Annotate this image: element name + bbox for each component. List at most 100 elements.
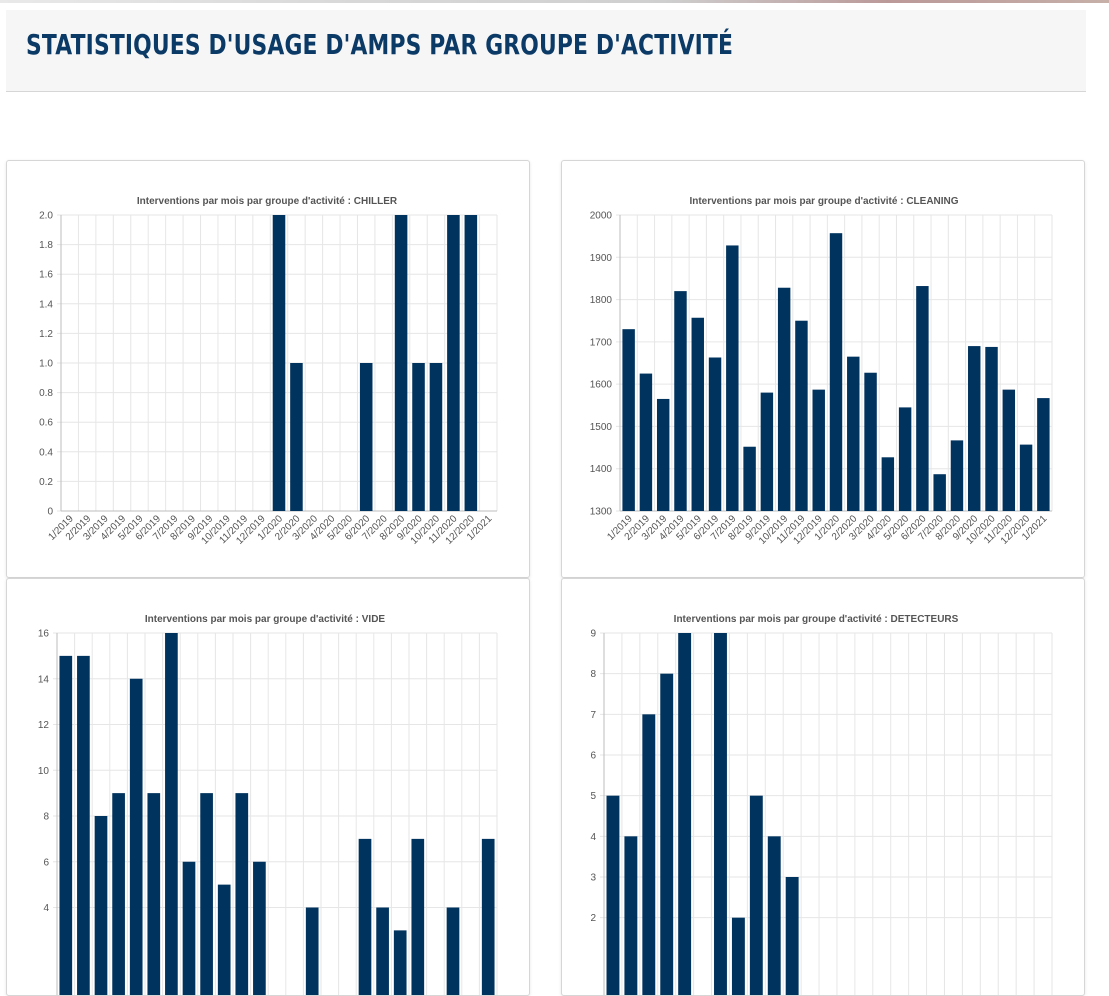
bar[interactable]: 10/2019: 4 (767, 836, 781, 995)
bar[interactable]: 3/2019: 7 (642, 714, 656, 995)
bar[interactable]: 5/2019: 1757 (691, 317, 704, 511)
bar[interactable]: 1/2019: 5 (606, 795, 620, 995)
y-tick-label: 2000 (590, 211, 613, 222)
bar[interactable]: 8/2019: 1452 (743, 446, 756, 511)
chart-card-vide: Interventions par mois par groupe d'acti… (6, 578, 530, 996)
y-tick-label: 1800 (590, 295, 613, 306)
bar[interactable]: 10/2019: 1828 (777, 287, 791, 511)
bar[interactable]: 8/2020: 2 (394, 215, 408, 511)
bar[interactable]: 11/2019: 3 (785, 877, 799, 995)
bar[interactable]: 4/2019: 1820 (674, 291, 687, 511)
y-tick-label: 10 (38, 766, 50, 777)
y-tick-label: 0.6 (39, 418, 53, 429)
bar[interactable]: 3/2019: 1565 (656, 398, 670, 511)
bar[interactable]: 11/2020: 1587 (1002, 389, 1016, 511)
chart-card-detecteurs: Interventions par mois par groupe d'acti… (561, 578, 1085, 996)
bar[interactable]: 10/2019: 5 (217, 884, 231, 995)
bar[interactable]: 1/2020: 2 (272, 215, 286, 511)
y-tick-label: 16 (38, 629, 50, 640)
y-tick-label: 1600 (590, 380, 613, 391)
chart-svg: Interventions par mois par groupe d'acti… (590, 196, 1053, 547)
bar[interactable]: 7/2019: 1928 (726, 245, 739, 511)
bar[interactable]: 11/2019: 1750 (795, 320, 808, 511)
bar[interactable]: 5/2019: 14 (129, 678, 143, 995)
bar[interactable]: 4/2019: 8 (660, 673, 674, 995)
bar[interactable]: 5/2020: 1545 (898, 407, 912, 511)
bar[interactable]: 12/2019: 1587 (812, 389, 825, 511)
bar[interactable]: 8/2019: 2 (731, 917, 745, 995)
bar[interactable]: 12/2020: 2 (464, 215, 478, 511)
bar[interactable]: 1/2020: 1957 (829, 233, 843, 511)
y-tick-label: 4 (590, 832, 596, 843)
bar[interactable]: 8/2019: 6 (182, 861, 196, 995)
bar[interactable]: 7/2019: 16 (165, 633, 178, 995)
bar[interactable]: 10/2020: 1 (429, 363, 443, 511)
y-tick-label: 12 (38, 720, 50, 731)
bar[interactable]: 9/2019: 5 (749, 795, 763, 995)
bar[interactable]: 2/2019: 4 (624, 836, 638, 995)
bar[interactable]: 7/2020: 4 (376, 907, 389, 996)
y-tick-label: 7 (590, 710, 596, 721)
bar[interactable]: 1/2021: 7 (481, 838, 495, 995)
bar[interactable]: 9/2020: 1690 (968, 346, 981, 511)
chart-svg: Interventions par mois par groupe d'acti… (38, 614, 498, 996)
y-tick-label: 1400 (590, 464, 613, 475)
bar[interactable]: 1/2021: 1567 (1037, 398, 1050, 511)
y-tick-label: 4 (43, 903, 49, 914)
bar[interactable]: 12/2019: 6 (253, 861, 266, 995)
chart-title: Interventions par mois par groupe d'acti… (145, 614, 386, 625)
bar[interactable]: 3/2020: 4 (305, 907, 319, 996)
page-title: STATISTIQUES D'USAGE D'AMPS PAR GROUPE D… (26, 28, 734, 61)
bar[interactable]: 2/2019: 1625 (639, 373, 653, 511)
bar[interactable]: 6/2019: 9 (147, 793, 161, 995)
bar[interactable]: 6/2020: 7 (358, 838, 372, 995)
bar[interactable]: 9/2020: 7 (411, 838, 425, 995)
bar[interactable]: 9/2019: 1580 (760, 392, 774, 511)
bar[interactable]: 5/2019: 9 (678, 633, 692, 995)
bar[interactable]: 2/2020: 1665 (847, 356, 860, 511)
bar[interactable]: 1/2019: 1730 (622, 329, 635, 511)
y-tick-label: 0.2 (39, 477, 53, 488)
bar[interactable]: 11/2020: 2 (447, 215, 460, 511)
y-tick-label: 6 (43, 857, 49, 868)
chart-card-chiller: Interventions par mois par groupe d'acti… (6, 160, 530, 578)
bar[interactable]: 7/2019: 9 (714, 633, 727, 995)
bar[interactable]: 2/2019: 15 (77, 655, 90, 995)
bar[interactable]: 11/2020: 4 (446, 907, 460, 996)
page-header: STATISTIQUES D'USAGE D'AMPS PAR GROUPE D… (6, 10, 1086, 92)
bar[interactable]: 6/2020: 1832 (916, 286, 929, 511)
y-tick-label: 2.0 (39, 211, 53, 222)
bar[interactable]: 3/2019: 8 (94, 816, 108, 995)
bar[interactable]: 8/2020: 3 (393, 930, 407, 995)
y-tick-label: 1700 (590, 337, 613, 348)
bar[interactable]: 10/2020: 1688 (985, 346, 998, 511)
y-tick-label: 1500 (590, 422, 613, 433)
y-tick-label: 1.8 (39, 240, 53, 251)
bar[interactable]: 6/2020: 1 (359, 363, 373, 511)
y-tick-label: 14 (38, 674, 50, 685)
y-tick-label: 8 (43, 812, 49, 823)
y-tick-label: 1.4 (39, 299, 53, 310)
chart-svg: Interventions par mois par groupe d'acti… (39, 196, 498, 547)
y-tick-label: 3 (590, 873, 596, 884)
y-tick-label: 1.0 (39, 359, 53, 370)
bar[interactable]: 3/2020: 1627 (864, 372, 877, 511)
bar[interactable]: 9/2020: 1 (412, 363, 425, 511)
bar[interactable]: 2/2020: 1 (290, 363, 303, 511)
bar[interactable]: 11/2019: 9 (235, 793, 249, 995)
bar[interactable]: 4/2020: 1427 (881, 457, 895, 511)
y-tick-label: 2 (590, 913, 596, 924)
y-tick-label: 1900 (590, 253, 613, 264)
y-tick-label: 0 (47, 507, 53, 518)
y-tick-label: 0.4 (39, 447, 53, 458)
bar[interactable]: 7/2020: 1387 (933, 474, 946, 511)
bar[interactable]: 12/2020: 1457 (1019, 444, 1033, 511)
bar[interactable]: 1/2019: 15 (59, 655, 73, 995)
bar[interactable]: 9/2019: 9 (200, 793, 213, 995)
bar[interactable]: 8/2020: 1467 (950, 440, 964, 511)
bar[interactable]: 6/2019: 1663 (708, 357, 722, 511)
chart-title: Interventions par mois par groupe d'acti… (674, 614, 959, 625)
bar[interactable]: 4/2019: 9 (112, 793, 125, 995)
chart-svg: Interventions par mois par groupe d'acti… (590, 614, 1053, 995)
y-tick-label: 6 (590, 751, 596, 762)
